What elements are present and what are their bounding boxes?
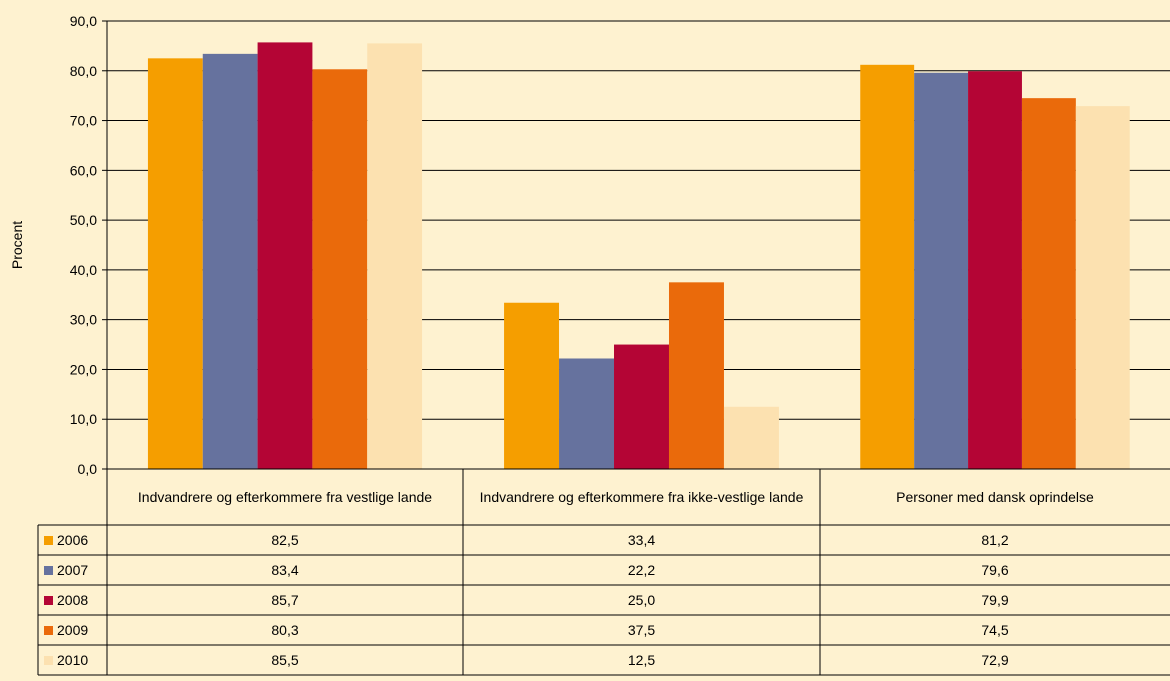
bar-2006-3 [860,64,915,469]
legend-swatch [44,625,53,635]
y-tick-label: 20,0 [70,361,97,377]
data-cell: 79,9 [981,592,1009,608]
data-cell: 85,5 [271,652,299,668]
data-cell: 83,4 [271,562,299,578]
legend-swatch [44,655,53,665]
bar-2007-3 [914,72,969,469]
y-tick-label: 0,0 [78,461,98,477]
bar-2006-1 [147,58,203,469]
legend-entry: 2006 [38,525,106,555]
bar-2008-1 [257,42,313,469]
data-cell: 85,7 [271,592,299,608]
data-cell: 74,5 [981,622,1009,638]
bar-2009-3 [1021,98,1076,470]
y-axis-label: Procent [9,221,25,269]
data-cell: 33,4 [627,532,656,548]
category-label: Indvandrere og efterkommere fra ikke-ves… [479,489,804,505]
legend-entry: 2007 [38,555,106,585]
bar-2007-2 [559,358,615,469]
bar-2010-3 [1075,106,1130,470]
data-cell: 82,5 [271,532,299,548]
legend-label: 2006 [57,532,89,548]
legend-swatch [44,535,53,545]
legend-entry: 2008 [38,585,106,615]
legend-entry: 2009 [38,615,106,645]
bar-2009-2 [668,282,724,469]
y-tick-label: 30,0 [70,312,97,328]
y-tick-label: 10,0 [70,411,97,427]
y-tick-label: 40,0 [70,262,97,278]
bar-2008-2 [614,344,669,469]
legend-label: 2008 [57,592,89,608]
y-tick-label: 90,0 [70,13,97,29]
bar-2009-1 [312,69,368,469]
bar-2007-1 [202,53,258,469]
bar-2008-3 [968,71,1022,469]
data-cell: 80,3 [271,622,299,638]
y-tick-label: 80,0 [70,63,97,79]
category-label: Indvandrere og efterkommere fra vestlige… [137,489,433,505]
data-cell: 25,0 [627,592,656,608]
legend-entry: 2010 [38,645,106,675]
legend-swatch [44,595,53,605]
data-cell: 79,6 [981,562,1009,578]
legend-label: 2009 [57,622,89,638]
data-cell: 12,5 [627,652,656,668]
bar-2010-2 [723,406,779,469]
y-tick-label: 60,0 [70,162,97,178]
data-cell: 81,2 [981,532,1009,548]
y-tick-label: 50,0 [70,212,97,228]
bar-2006-2 [504,302,560,469]
data-cell: 22,2 [627,562,656,578]
data-cell: 37,5 [627,622,656,638]
legend-swatch [44,565,53,575]
y-tick-label: 70,0 [70,113,97,129]
legend-label: 2007 [57,562,89,578]
legend-label: 2010 [57,652,89,668]
category-label: Personer med dansk oprindelse [896,489,1094,505]
data-cell: 72,9 [981,652,1009,668]
bar-2010-1 [367,43,423,470]
